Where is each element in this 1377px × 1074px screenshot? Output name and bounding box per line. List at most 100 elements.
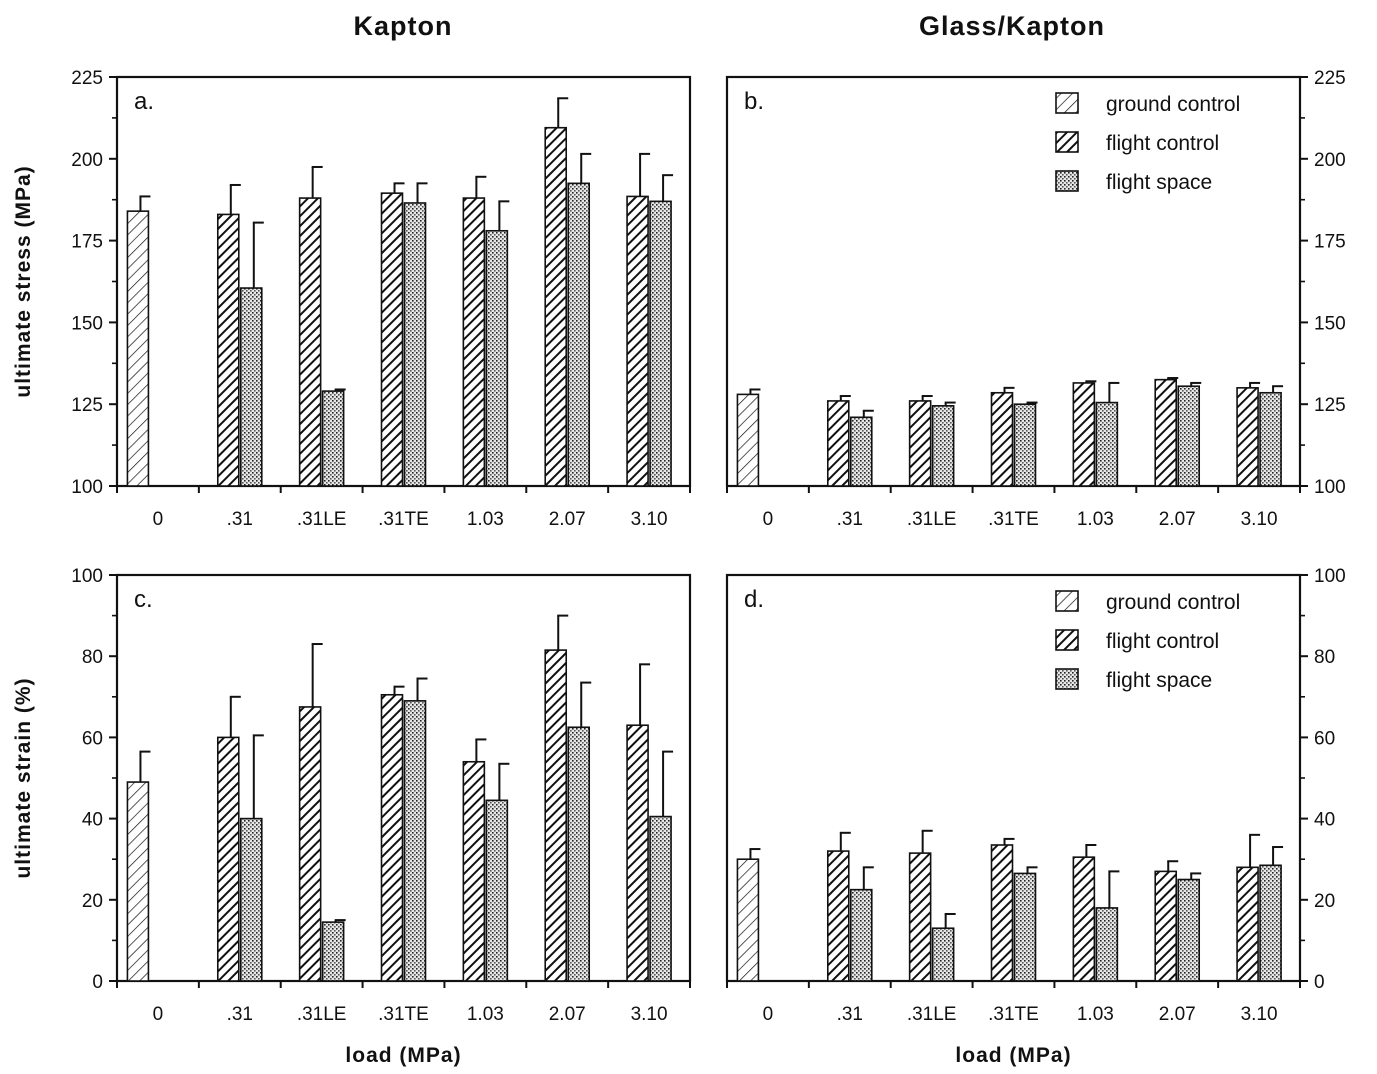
plot-frame	[115, 75, 692, 488]
bar-flight-space	[239, 287, 263, 487]
bar-flight-space	[485, 229, 509, 487]
x-tick-label: 0	[153, 1004, 164, 1025]
y-tick-label: 0	[1314, 972, 1325, 993]
x-tick-label: 0	[153, 509, 164, 530]
legend-label: flight control	[1106, 132, 1219, 155]
x-tick-label: .31LE	[907, 1004, 957, 1025]
legend-label: ground control	[1106, 591, 1240, 614]
y-tick-label: 100	[1314, 477, 1346, 498]
x-tick-label: .31LE	[297, 1004, 347, 1025]
bar-flight-space	[1095, 401, 1119, 487]
legend-label: flight space	[1106, 171, 1212, 194]
bar-flight-control	[908, 852, 932, 982]
x-tick-label: .31TE	[988, 1004, 1039, 1025]
bar-flight-space	[1177, 385, 1201, 487]
bar-flight-space	[1177, 878, 1201, 982]
y-tick-label: 60	[82, 728, 103, 749]
bar-flight-control	[1072, 382, 1096, 487]
bar-flight-control	[1154, 870, 1178, 982]
bar-flight-control	[298, 197, 322, 487]
y-tick-label: 225	[1314, 68, 1346, 89]
y-tick-label: 60	[1314, 728, 1335, 749]
x-tick-label: 1.03	[1077, 509, 1114, 530]
bar-flight-space	[649, 200, 672, 487]
legend-swatch-ground-control	[1055, 590, 1079, 612]
y-tick-label: 100	[71, 566, 103, 587]
legend-label: flight space	[1106, 669, 1212, 692]
bar-flight-space	[403, 700, 427, 982]
bar-ground-control	[736, 858, 760, 982]
x-tick-label: 3.10	[1241, 1004, 1278, 1025]
x-tick-label: .31	[837, 509, 863, 530]
bar-flight-control	[462, 197, 486, 487]
bar-flight-space	[849, 416, 873, 487]
bar-flight-control	[1154, 378, 1178, 487]
y-tick-label: 40	[82, 810, 103, 831]
panel-label: b.	[744, 88, 764, 115]
panel-label: c.	[134, 586, 153, 613]
x-tick-label: 0	[763, 1004, 774, 1025]
bar-flight-control	[216, 213, 240, 487]
y-tick-label: 175	[71, 232, 103, 253]
bar-flight-control	[380, 693, 404, 982]
x-tick-label: 1.03	[467, 1004, 504, 1025]
y-tick-label: 100	[71, 477, 103, 498]
y-tick-label: 0	[92, 972, 103, 993]
x-tick-label: 2.07	[549, 1004, 586, 1025]
y-tick-label: 40	[1314, 810, 1335, 831]
bar-flight-space	[485, 799, 509, 982]
bar-flight-control	[462, 760, 486, 982]
bar-flight-control	[216, 736, 240, 982]
bar-flight-control	[544, 126, 568, 487]
bar-flight-space	[931, 405, 955, 487]
legend-swatch-flight-control	[1055, 629, 1079, 651]
bar-flight-space	[321, 921, 345, 982]
bar-flight-control	[626, 195, 649, 487]
y-tick-label: 80	[82, 647, 103, 668]
bar-flight-space	[567, 726, 591, 982]
plot-frame	[115, 573, 692, 983]
bar-ground-control	[126, 210, 150, 487]
column-title-left: Kapton	[354, 11, 453, 41]
y-tick-label: 125	[1314, 395, 1346, 416]
bar-flight-space	[1095, 907, 1119, 982]
y-tick-label: 20	[82, 891, 103, 912]
legend-swatch-flight-control	[1055, 131, 1079, 153]
x-tick-label: 3.10	[631, 509, 668, 530]
y-axis-title: ultimate strain (%)	[12, 677, 35, 878]
bar-flight-control	[1072, 856, 1096, 982]
x-tick-label: .31	[837, 1004, 863, 1025]
bar-flight-control	[544, 649, 568, 982]
y-tick-label: 20	[1314, 891, 1335, 912]
x-tick-label: 0	[763, 509, 774, 530]
x-tick-label: .31TE	[378, 1004, 429, 1025]
panel-c-strain-kapton: 0 20 40 60 80 100 0 .31 .31LE .31TE 1.03 2.07 3.10 c.…	[12, 566, 692, 1067]
x-tick-label: .31	[227, 1004, 253, 1025]
y-tick-label: 150	[1314, 313, 1346, 334]
legend-swatch-ground-control	[1055, 92, 1079, 114]
bar-flight-space	[1013, 872, 1037, 982]
panel-b-stress-glass-kapton: 100 125 150 175 200 225 0 .31 .31LE .31TE 1.03 2.07…	[725, 68, 1346, 530]
bar-flight-space	[849, 888, 873, 982]
x-tick-label: 1.03	[1077, 1004, 1114, 1025]
bar-flight-control	[298, 706, 322, 982]
panel-label: d.	[744, 586, 764, 613]
bar-flight-space	[649, 815, 672, 982]
bar-flight-space	[931, 927, 955, 982]
legend-swatch-flight-space	[1055, 668, 1079, 690]
bar-flight-control	[1236, 866, 1259, 982]
x-tick-label: .31LE	[297, 509, 347, 530]
bar-flight-control	[908, 400, 932, 487]
bar-flight-space	[567, 182, 591, 487]
bar-flight-control	[1236, 387, 1259, 487]
legend-label: ground control	[1106, 93, 1240, 116]
x-tick-label: .31TE	[378, 509, 429, 530]
y-axis-title: ultimate stress (MPa)	[12, 165, 35, 397]
bar-flight-space	[239, 817, 263, 982]
x-tick-label: 3.10	[1241, 509, 1278, 530]
bar-ground-control	[736, 393, 760, 487]
y-tick-label: 200	[1314, 150, 1346, 171]
x-tick-label: 2.07	[549, 509, 586, 530]
bar-ground-control	[126, 781, 150, 982]
